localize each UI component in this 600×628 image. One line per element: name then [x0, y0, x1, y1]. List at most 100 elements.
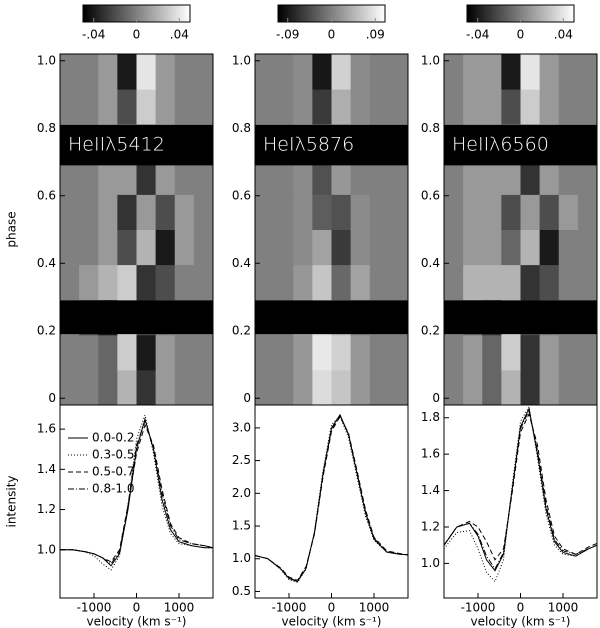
heat-cell — [539, 369, 560, 406]
heat-cell — [369, 54, 390, 90]
heat-cell — [174, 194, 195, 230]
heat-cell — [539, 229, 560, 266]
heat-cell — [117, 194, 137, 230]
heat-cell — [482, 89, 502, 125]
y-tick-label: 1.0 — [421, 556, 440, 570]
heat-cell — [539, 264, 560, 301]
y-tick-label: 1.0 — [421, 53, 440, 67]
heat-cell — [444, 159, 464, 195]
heat-cell — [274, 264, 294, 301]
heat-cell — [117, 229, 137, 266]
heat-cell — [312, 159, 332, 195]
heat-cell — [558, 159, 579, 195]
heat-cell — [558, 89, 579, 125]
heat-cell — [577, 334, 598, 371]
heat-cell — [388, 229, 409, 266]
heat-cell — [60, 159, 80, 195]
heat-cell — [463, 194, 483, 230]
heat-cell — [193, 369, 214, 406]
x-tick-label: 0 — [328, 601, 336, 615]
heat-cell — [444, 194, 464, 230]
heat-cell — [482, 229, 502, 266]
profile-line — [443, 406, 598, 572]
heat-cell — [117, 54, 137, 90]
y-tick-label: 1.8 — [421, 410, 440, 424]
colorbar-tick-label: .04 — [554, 28, 573, 42]
legend-label: 0.8-1.0 — [92, 482, 135, 496]
heat-cell — [136, 334, 157, 371]
heat-cell — [312, 369, 332, 406]
heat-cell — [350, 159, 371, 195]
heat-cell — [501, 334, 521, 371]
heat-cell — [369, 369, 390, 406]
heat-cell — [520, 369, 541, 406]
heat-cell — [155, 229, 176, 266]
heat-cell — [193, 264, 214, 301]
heat-cell — [388, 194, 409, 230]
x-tick-label: 0 — [517, 601, 525, 615]
heat-cell — [463, 159, 483, 195]
heat-cell — [331, 54, 352, 90]
heat-cell — [79, 194, 99, 230]
heat-cell — [444, 229, 464, 266]
heat-cell — [79, 334, 99, 371]
y-tick-label: 0.2 — [37, 323, 56, 337]
heat-cell — [577, 369, 598, 406]
heat-cell — [520, 89, 541, 125]
heat-cell — [98, 369, 118, 406]
legend-label: 0.3-0.5 — [92, 448, 135, 462]
y-tick-label: 0 — [48, 391, 56, 405]
heat-cell — [117, 264, 137, 301]
heat-cell — [117, 89, 137, 125]
heat-cell — [60, 194, 80, 230]
heat-cell — [312, 89, 332, 125]
y-tick-label: 1.0 — [232, 53, 251, 67]
heat-cell — [136, 194, 157, 230]
heat-cell — [350, 89, 371, 125]
heat-cell — [98, 159, 118, 195]
heat-cell — [463, 334, 483, 371]
heat-cell — [193, 194, 214, 230]
heat-cell — [193, 334, 214, 371]
heat-cell — [520, 54, 541, 90]
heat-cell — [155, 159, 176, 195]
heat-cell — [388, 54, 409, 90]
heat-cell — [60, 54, 80, 90]
heat-cell — [520, 264, 541, 301]
heat-cell — [558, 264, 579, 301]
heat-cell — [274, 229, 294, 266]
heat-cell — [60, 89, 80, 125]
colorbar-tick-label: 0 — [133, 28, 141, 42]
y-tick-label: 1.0 — [232, 551, 251, 565]
heat-cell — [255, 89, 275, 125]
colorbar-tick-label: 0 — [517, 28, 525, 42]
heat-cell — [174, 264, 195, 301]
y-tick-label: 0.6 — [421, 188, 440, 202]
heat-cell — [60, 229, 80, 266]
heat-cell — [312, 194, 332, 230]
heat-cell — [312, 334, 332, 371]
y-tick-label: 1.6 — [37, 422, 56, 436]
heat-cell — [98, 229, 118, 266]
heat-cell — [444, 264, 464, 301]
x-axis-label: velocity (km s⁻¹) — [282, 615, 382, 628]
heat-cell — [463, 54, 483, 90]
heat-cell — [539, 334, 560, 371]
panel-frame — [254, 404, 409, 599]
y-tick-label: 0.4 — [421, 256, 440, 270]
y-tick-label: 0.5 — [232, 584, 251, 598]
heat-cell — [331, 89, 352, 125]
heat-cell — [388, 159, 409, 195]
profile-line — [254, 414, 409, 582]
y-tick-label: 0 — [243, 391, 251, 405]
heat-cell — [463, 89, 483, 125]
colorbar-tick-label: -.04 — [82, 28, 105, 42]
heat-cell — [501, 229, 521, 266]
heat-cell — [193, 159, 214, 195]
y-tick-label: 1.6 — [421, 447, 440, 461]
heat-cell — [350, 194, 371, 230]
heat-cell — [482, 54, 502, 90]
y-tick-label: 1.4 — [37, 462, 56, 476]
heat-cell — [255, 194, 275, 230]
heat-cell — [350, 229, 371, 266]
